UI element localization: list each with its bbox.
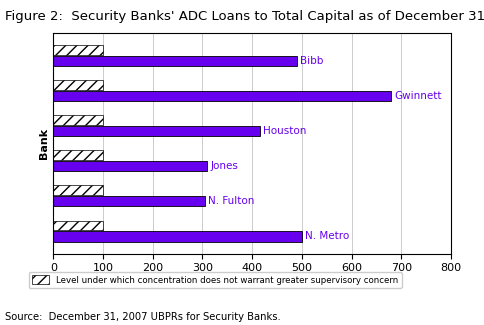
Bar xyxy=(53,161,207,171)
Bar xyxy=(53,115,103,125)
X-axis label: Percentage: Percentage xyxy=(216,279,287,289)
Bar xyxy=(53,56,296,66)
Bar xyxy=(53,186,103,195)
Bar xyxy=(53,196,205,206)
Bar xyxy=(53,231,301,241)
Text: Jones: Jones xyxy=(210,161,238,171)
Bar xyxy=(53,150,103,160)
Text: Source:  December 31, 2007 UBPRs for Security Banks.: Source: December 31, 2007 UBPRs for Secu… xyxy=(5,312,280,322)
Bar xyxy=(53,91,391,101)
Text: N. Metro: N. Metro xyxy=(304,231,348,241)
Bar xyxy=(53,45,103,55)
Bar xyxy=(53,126,259,136)
Bar xyxy=(53,221,103,230)
Y-axis label: Bank: Bank xyxy=(39,127,49,159)
Text: Houston: Houston xyxy=(262,126,305,136)
Text: Gwinnett: Gwinnett xyxy=(393,91,441,101)
Legend: Level under which concentration does not warrant greater supervisory concern: Level under which concentration does not… xyxy=(29,272,401,288)
Bar xyxy=(53,80,103,90)
Text: Figure 2:  Security Banks' ADC Loans to Total Capital as of December 31, 2007: Figure 2: Security Banks' ADC Loans to T… xyxy=(5,10,484,23)
Text: Bibb: Bibb xyxy=(299,56,323,66)
Text: N. Fulton: N. Fulton xyxy=(208,196,254,206)
